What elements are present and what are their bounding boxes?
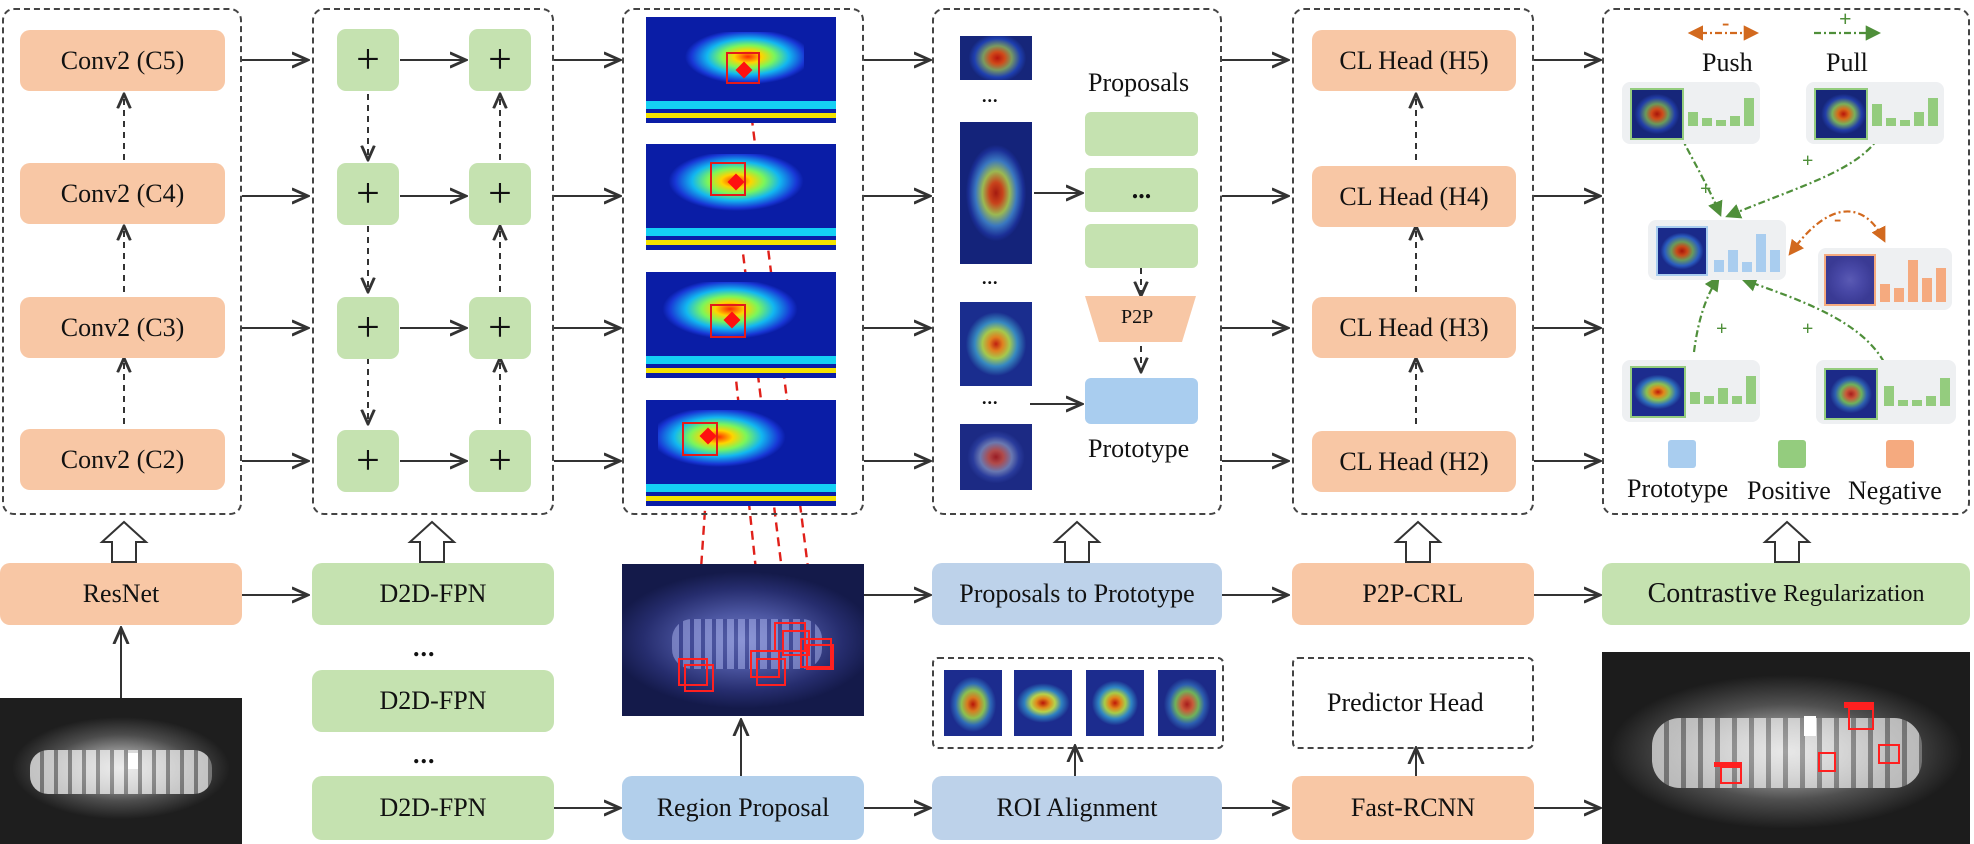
heatmap-p2 (646, 400, 836, 506)
proposal-thumb-4 (960, 424, 1032, 490)
legend-prototype-swatch (1668, 440, 1696, 468)
proposal-slot-3 (1085, 224, 1198, 268)
cl-head-group (1292, 8, 1534, 515)
heatmap-group (622, 8, 864, 515)
proposal-slot-ellipsis: ... (1085, 168, 1198, 212)
fpn-ellipsis-1: ... (413, 633, 436, 662)
negative-sample-card (1818, 248, 1952, 310)
regularization-word: Regularization (1783, 580, 1925, 607)
roi-group (932, 657, 1224, 749)
d2d-fpn-box-2: D2D-FPN (312, 670, 554, 732)
predictor-head-group (1292, 657, 1534, 749)
fpn-add-3: + (337, 163, 399, 225)
legend-negative-label: Negative (1848, 476, 1942, 505)
resnet-box: ResNet (0, 563, 242, 625)
proposals-group (932, 8, 1222, 515)
cl-head-h3: CL Head (H3) (1312, 297, 1516, 358)
cl-head-h5: CL Head (H5) (1312, 30, 1516, 91)
roi-thumb-2 (1014, 670, 1072, 736)
push-label: Push (1702, 48, 1753, 77)
pull-sign-c: + (1716, 318, 1728, 340)
contrastive-regularization-box: Contrastive Regularization (1602, 563, 1970, 625)
prototype-anchor-card (1648, 220, 1786, 280)
roi-thumb-1 (944, 670, 1002, 736)
backbone-group (2, 8, 242, 515)
heatmap-p4 (646, 144, 836, 250)
fast-rcnn-box: Fast-RCNN (1292, 776, 1534, 840)
legend-positive-label: Positive (1747, 476, 1831, 505)
proposal-ellipsis-3: ... (982, 388, 999, 408)
legend-negative-swatch (1886, 440, 1914, 468)
prototype-slot (1085, 378, 1198, 424)
conv-c3: Conv2 (C3) (20, 297, 225, 358)
pull-sign-b: + (1802, 150, 1814, 172)
positive-sample-card-1 (1622, 82, 1760, 144)
heatmap-p3 (646, 272, 836, 378)
pull-sign-d: + (1802, 318, 1814, 340)
heatmap-p5 (646, 17, 836, 123)
proposal-ellipsis-1: ... (982, 86, 999, 106)
pull-sign-a: + (1700, 178, 1712, 200)
proposal-ellipsis-2: ... (982, 268, 999, 288)
push-sign-b: - (1834, 206, 1842, 231)
input-xray-image (0, 698, 242, 844)
legend-prototype-label: Prototype (1627, 474, 1729, 503)
fpn-add-8: + (469, 430, 531, 492)
p2p-crl-box: P2P-CRL (1292, 563, 1534, 625)
fpn-add-7: + (337, 430, 399, 492)
contrastive-group (1602, 8, 1970, 515)
proposals-to-prototype-box: Proposals to Prototype (932, 563, 1222, 625)
proposal-thumb-2 (960, 122, 1032, 264)
predictor-head-label: Predictor Head (1327, 688, 1484, 717)
output-xray-image (1602, 652, 1970, 844)
contrastive-word: Contrastive (1647, 578, 1777, 609)
roi-thumb-3 (1086, 670, 1144, 736)
pull-sign: + (1839, 6, 1852, 31)
cl-head-h4: CL Head (H4) (1312, 166, 1516, 227)
positive-sample-card-4 (1816, 360, 1956, 424)
proposal-radiograph (622, 564, 864, 716)
fpn-add-4: + (469, 163, 531, 225)
p2p-label: P2P (1121, 306, 1154, 328)
d2d-fpn-box-1: D2D-FPN (312, 563, 554, 625)
positive-sample-card-2 (1806, 82, 1944, 144)
pull-label: Pull (1826, 48, 1868, 77)
prototype-title: Prototype (1088, 434, 1190, 463)
proposals-title: Proposals (1088, 68, 1190, 97)
fpn-add-5: + (337, 297, 399, 359)
push-sign: - (1722, 10, 1730, 35)
proposal-thumb-1 (960, 36, 1032, 80)
positive-sample-card-3 (1622, 360, 1760, 422)
proposal-thumb-3 (960, 302, 1032, 386)
conv-c2: Conv2 (C2) (20, 429, 225, 490)
fpn-ellipsis-2: ... (413, 740, 436, 769)
region-proposal-box: Region Proposal (622, 776, 864, 840)
conv-c5: Conv2 (C5) (20, 30, 225, 91)
fpn-add-6: + (469, 297, 531, 359)
proposal-slot-1 (1085, 112, 1198, 156)
cl-head-h2: CL Head (H2) (1312, 431, 1516, 492)
d2d-fpn-box-3: D2D-FPN (312, 776, 554, 840)
fpn-add-1: + (337, 29, 399, 91)
fpn-add-2: + (469, 29, 531, 91)
legend-positive-swatch (1778, 440, 1806, 468)
fpn-group (312, 8, 554, 515)
roi-alignment-box: ROI Alignment (932, 776, 1222, 840)
conv-c4: Conv2 (C4) (20, 163, 225, 224)
roi-thumb-4 (1158, 670, 1216, 736)
